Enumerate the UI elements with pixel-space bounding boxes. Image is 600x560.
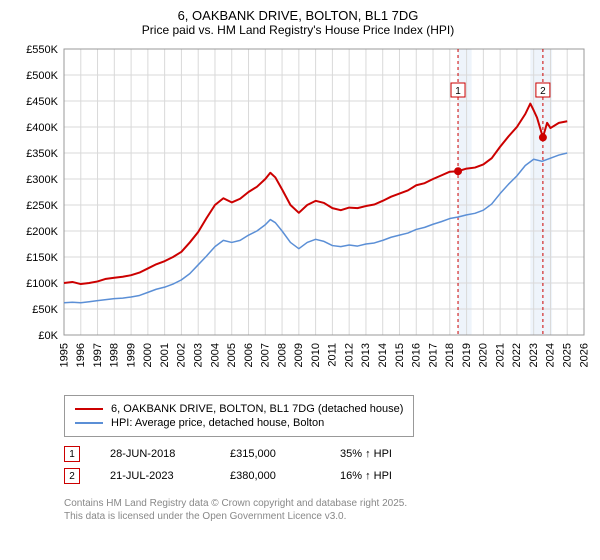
svg-text:1995: 1995 xyxy=(58,343,70,367)
marker-date: 21-JUL-2023 xyxy=(110,470,200,482)
svg-text:£300K: £300K xyxy=(26,174,58,186)
svg-text:2004: 2004 xyxy=(209,343,221,367)
svg-text:2022: 2022 xyxy=(511,343,523,367)
svg-text:2: 2 xyxy=(540,86,546,97)
chart-svg: £0K £50K £100K £150K £200K £250K £300K £350K £40… xyxy=(8,45,588,385)
marker-price: £315,000 xyxy=(230,448,310,460)
title-block: 6, OAKBANK DRIVE, BOLTON, BL1 7DG Price … xyxy=(8,8,588,37)
legend-item: 6, OAKBANK DRIVE, BOLTON, BL1 7DG (detac… xyxy=(75,402,403,416)
marker-table: 1 28-JUN-2018 £315,000 35% ↑ HPI 2 21-JU… xyxy=(64,443,588,487)
svg-text:2000: 2000 xyxy=(142,343,154,367)
svg-text:2020: 2020 xyxy=(478,343,490,367)
marker-date: 28-JUN-2018 xyxy=(110,448,200,460)
svg-text:£0K: £0K xyxy=(38,330,58,342)
legend-label: HPI: Average price, detached house, Bolt… xyxy=(111,417,324,429)
svg-text:1997: 1997 xyxy=(92,343,104,367)
svg-text:2024: 2024 xyxy=(545,343,557,367)
svg-text:2014: 2014 xyxy=(377,343,389,367)
title-subtitle: Price paid vs. HM Land Registry's House … xyxy=(8,23,588,37)
svg-text:2016: 2016 xyxy=(411,343,423,367)
svg-text:2021: 2021 xyxy=(494,343,506,367)
marker-delta: 16% ↑ HPI xyxy=(340,470,392,482)
svg-text:£50K: £50K xyxy=(32,304,58,316)
svg-text:2013: 2013 xyxy=(360,343,372,367)
svg-text:2015: 2015 xyxy=(394,343,406,367)
footnote: Contains HM Land Registry data © Crown c… xyxy=(64,497,588,523)
svg-text:2017: 2017 xyxy=(427,343,439,367)
svg-text:2008: 2008 xyxy=(276,343,288,367)
svg-text:£550K: £550K xyxy=(26,45,58,56)
marker-number: 2 xyxy=(64,468,80,484)
svg-text:£250K: £250K xyxy=(26,200,58,212)
legend-label: 6, OAKBANK DRIVE, BOLTON, BL1 7DG (detac… xyxy=(111,403,403,415)
marker-number: 1 xyxy=(64,446,80,462)
svg-text:2018: 2018 xyxy=(444,343,456,367)
svg-text:2007: 2007 xyxy=(260,343,272,367)
svg-text:£450K: £450K xyxy=(26,96,58,108)
svg-text:1998: 1998 xyxy=(109,343,121,367)
marker-delta: 35% ↑ HPI xyxy=(340,448,392,460)
svg-text:1: 1 xyxy=(455,86,461,97)
svg-text:£350K: £350K xyxy=(26,148,58,160)
title-address: 6, OAKBANK DRIVE, BOLTON, BL1 7DG xyxy=(8,8,588,23)
svg-text:2002: 2002 xyxy=(176,343,188,367)
footnote-line: Contains HM Land Registry data © Crown c… xyxy=(64,497,588,510)
legend-swatch xyxy=(75,422,103,424)
svg-text:£400K: £400K xyxy=(26,122,58,134)
svg-text:2019: 2019 xyxy=(461,343,473,367)
footnote-line: This data is licensed under the Open Gov… xyxy=(64,510,588,523)
svg-text:2012: 2012 xyxy=(343,343,355,367)
svg-text:2011: 2011 xyxy=(327,343,339,367)
svg-text:2003: 2003 xyxy=(192,343,204,367)
svg-text:1996: 1996 xyxy=(75,343,87,367)
svg-text:£150K: £150K xyxy=(26,252,58,264)
legend: 6, OAKBANK DRIVE, BOLTON, BL1 7DG (detac… xyxy=(64,395,414,437)
marker-row: 1 28-JUN-2018 £315,000 35% ↑ HPI xyxy=(64,443,588,465)
svg-text:£100K: £100K xyxy=(26,278,58,290)
plot-area: £0K £50K £100K £150K £200K £250K £300K £350K £40… xyxy=(8,45,588,385)
svg-text:2010: 2010 xyxy=(310,343,322,367)
svg-text:2006: 2006 xyxy=(243,343,255,367)
svg-text:1999: 1999 xyxy=(125,343,137,367)
legend-swatch xyxy=(75,408,103,410)
svg-text:£500K: £500K xyxy=(26,70,58,82)
svg-text:2026: 2026 xyxy=(578,343,588,367)
chart-container: 6, OAKBANK DRIVE, BOLTON, BL1 7DG Price … xyxy=(0,0,600,531)
svg-text:2005: 2005 xyxy=(226,343,238,367)
svg-text:2025: 2025 xyxy=(562,343,574,367)
svg-text:2009: 2009 xyxy=(293,343,305,367)
svg-text:2001: 2001 xyxy=(159,343,171,367)
marker-row: 2 21-JUL-2023 £380,000 16% ↑ HPI xyxy=(64,465,588,487)
legend-item: HPI: Average price, detached house, Bolt… xyxy=(75,416,403,430)
svg-text:2023: 2023 xyxy=(528,343,540,367)
marker-price: £380,000 xyxy=(230,470,310,482)
svg-text:£200K: £200K xyxy=(26,226,58,238)
